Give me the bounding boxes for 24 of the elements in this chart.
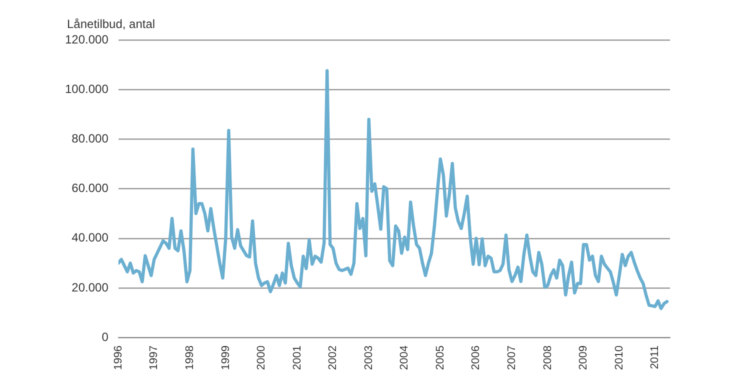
y-tick-label: 80.000	[72, 131, 109, 146]
x-tick-label: 1999	[220, 346, 232, 370]
x-tick-label: 2011	[649, 346, 662, 370]
x-tick-label: 2004	[398, 346, 411, 370]
x-tick-label: 2002	[327, 346, 340, 370]
x-tick-label: 2008	[542, 346, 554, 370]
x-tick-label: 2010	[613, 346, 626, 370]
y-tick-label: 100.000	[64, 82, 109, 96]
x-tick-label: 2005	[434, 346, 446, 370]
y-tick-label: 20.000	[72, 280, 109, 294]
y-tick-label: 60.000	[72, 181, 109, 196]
x-tick-label: 1998	[184, 346, 196, 370]
x-tick-label: 2003	[362, 346, 375, 370]
y-tick-label: 120.000	[64, 32, 109, 46]
x-tick-label: 2006	[470, 346, 482, 370]
y-axis-title: Lånetilbud, antal	[67, 17, 156, 31]
x-tick-label: 1996	[112, 346, 124, 370]
x-tick-label: 2009	[578, 346, 590, 370]
x-tick-label: 2007	[506, 346, 518, 370]
y-tick-label: 0	[102, 330, 109, 344]
y-tick-label: 40.000	[72, 230, 109, 245]
x-tick-label: 2001	[291, 346, 304, 370]
x-tick-label: 1997	[148, 346, 160, 370]
x-tick-label: 2000	[256, 346, 268, 370]
